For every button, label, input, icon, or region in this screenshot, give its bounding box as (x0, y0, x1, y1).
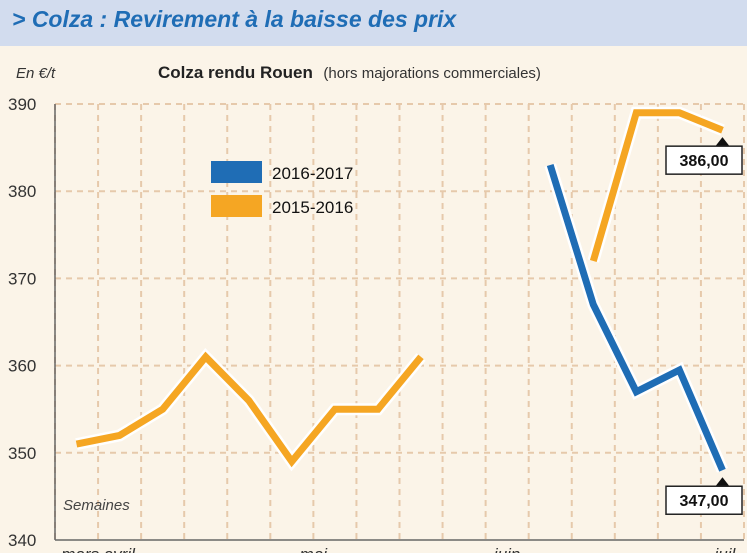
y-tick-label: 370 (8, 269, 36, 288)
legend-swatch-2015-2016 (211, 195, 262, 217)
callout-value-2016-2017: 347,00 (680, 493, 729, 510)
x-tick-label: juil. (712, 545, 740, 553)
series-line-2016-2017 (546, 163, 726, 472)
series-line-2015-2016 (589, 109, 724, 262)
chart-title-main: Colza rendu Rouen (158, 63, 313, 82)
y-tick-label: 360 (8, 357, 36, 376)
y-tick-label: 340 (8, 531, 36, 550)
callout-pointer (715, 137, 730, 147)
legend-swatch-2016-2017 (211, 161, 262, 183)
legend: 2016-2017 2015-2016 (211, 161, 353, 217)
x-axis-label: Semaines (63, 497, 130, 514)
legend-label-2015-2016: 2015-2016 (272, 198, 353, 217)
price-line-chart: 340 350 360 370 380 390 mars avril mai juin juil… (8, 63, 745, 553)
callouts: 347,00 386,00 (665, 137, 743, 515)
series-line-2015-2016 (75, 351, 424, 468)
chart-grid (54, 103, 745, 540)
header-banner: > Colza : Revirement à la baisse des pri… (0, 0, 747, 46)
series-layer (75, 106, 729, 473)
y-axis: 340 350 360 370 380 390 (8, 95, 56, 550)
page-title: > Colza : Revirement à la baisse des pri… (12, 6, 457, 32)
y-tick-label: 350 (8, 444, 36, 463)
callout-pointer (715, 477, 730, 487)
callout-box (665, 485, 743, 515)
callout-box (665, 145, 743, 175)
x-axis: mars avril mai juin juil. (55, 539, 744, 553)
x-tick-label: mars avril (61, 545, 136, 553)
chart-title-sub: (hors majorations commerciales) (323, 65, 541, 82)
legend-label-2016-2017: 2016-2017 (272, 164, 353, 183)
y-tick-label: 390 (8, 95, 36, 114)
x-tick-label: mai (300, 545, 329, 553)
callout-value-2015-2016: 386,00 (680, 153, 729, 170)
y-tick-label: 380 (8, 182, 36, 201)
x-tick-label: juin (492, 545, 520, 553)
series-outline-2016-2017 (544, 163, 729, 473)
y-unit-label: En €/t (16, 65, 56, 82)
chart-title: Colza rendu Rouen (hors majorations comm… (158, 63, 541, 82)
